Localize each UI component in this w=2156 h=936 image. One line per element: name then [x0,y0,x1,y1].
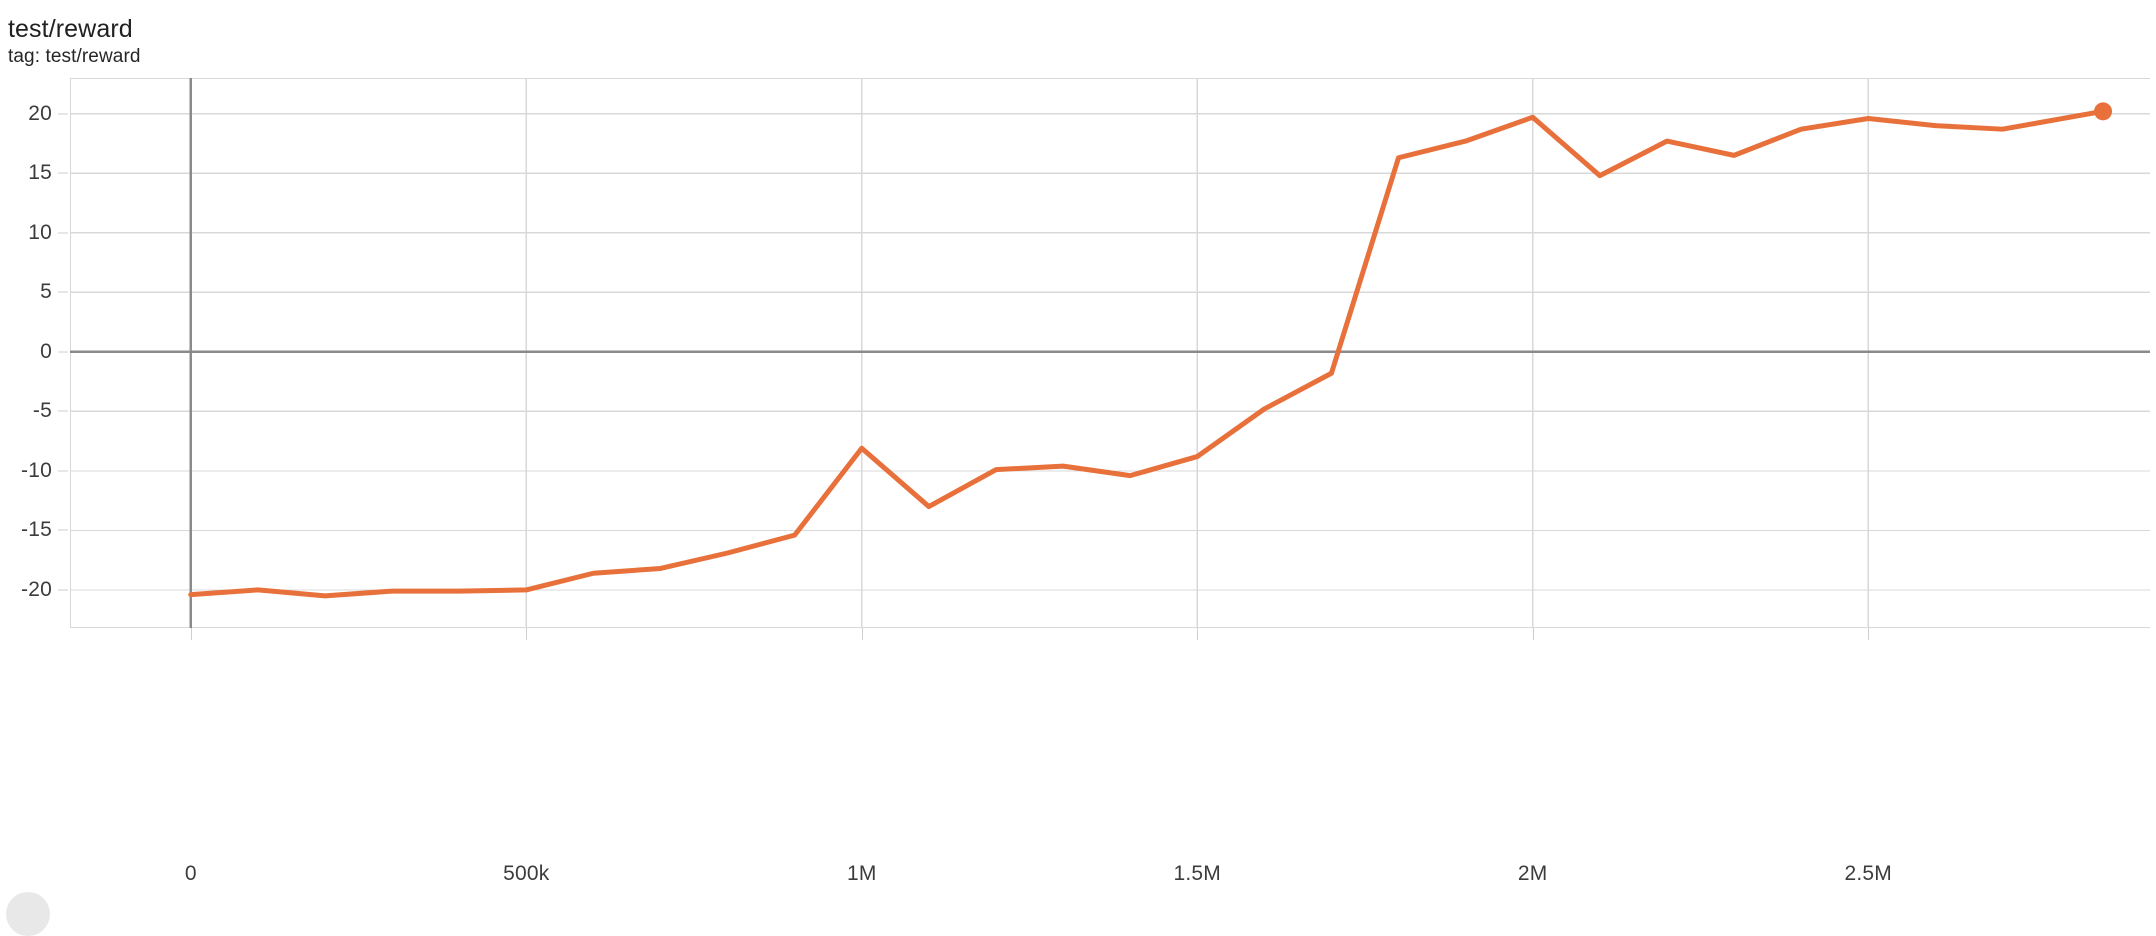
y-axis-tickmark [58,351,68,353]
chart-header: test/reward tag: test/reward [8,14,141,69]
x-axis-tick-label: 2M [1517,862,1548,885]
x-axis-tickmark [1532,628,1534,640]
axis-lines [70,78,2150,628]
y-axis-tick-label: -20 [21,577,52,601]
y-axis-tick-label: 20 [28,101,52,125]
x-axis-tick-label: 1.5M [1173,862,1221,885]
y-axis-tick-label: -5 [32,399,52,423]
page-title: test/reward [8,15,133,43]
x-axis-tickmark [1197,628,1199,640]
y-axis-tick-label: 10 [28,220,52,244]
y-axis-tick-label: 5 [40,280,52,304]
endpoint-marker-dot [2094,102,2113,121]
x-axis-tickmark [190,628,192,640]
plot-svg[interactable] [70,78,2150,628]
corner-artifact [6,892,50,936]
x-axis-tickmark [526,628,528,640]
plot-area[interactable] [70,78,2150,628]
y-axis-tickmark [58,589,68,591]
chart-tag-subtitle: tag: test/reward [8,46,141,67]
y-axis-tickmark [58,529,68,531]
y-axis-tick-label: -10 [21,458,52,482]
y-axis-tickmark [58,232,68,234]
x-axis-tick-label: 2.5M [1844,862,1892,885]
y-axis-tick-label: -15 [21,518,52,542]
y-axis-tickmark [58,172,68,174]
x-axis-tickmark [861,628,863,640]
series-line [188,108,2106,599]
y-axis-tick-label: 0 [40,339,52,363]
x-axis-tick-label: 500k [503,862,550,885]
y-axis-tickmark [58,113,68,115]
series-polyline[interactable] [188,108,2106,599]
x-axis-tickmark [1868,628,1870,640]
x-axis-tick-label: 0 [184,862,197,885]
endpoint-marker-dot[interactable] [2094,102,2113,121]
y-axis-tickmark [58,470,68,472]
y-axis-tickmark [58,410,68,412]
y-axis-tick-label: 15 [28,161,52,185]
scalar-chart-card: test/reward tag: test/reward 20 15 10 5 0 -5 -… [6,14,2150,936]
y-axis-tickmark [58,291,68,293]
x-axis-tick-label: 1M [846,862,877,885]
grid-lines [70,78,2150,628]
